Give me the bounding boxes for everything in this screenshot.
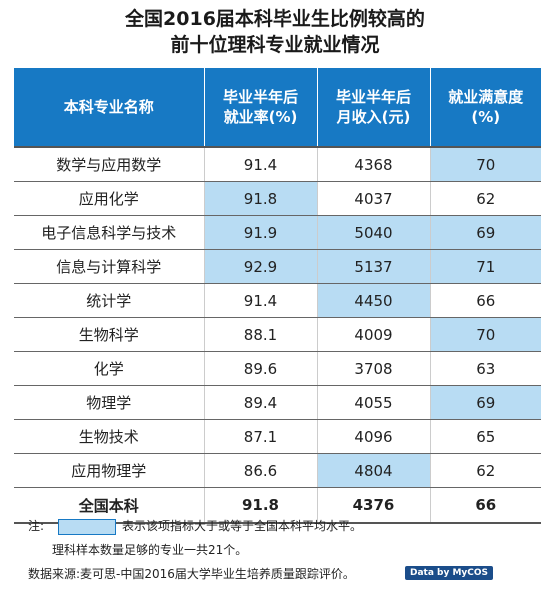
legend-text: 表示该项指标大于或等于全国本科平均水平。 — [122, 519, 363, 533]
cell-employment-rate: 91.4 — [204, 283, 318, 318]
cell-monthly-income: 4368 — [317, 147, 431, 182]
cell-satisfaction: 62 — [430, 181, 541, 216]
table-row: 生物科学 88.1 4009 70 — [14, 317, 541, 352]
total-cell-satisfaction: 66 — [430, 487, 541, 524]
cell-major-name: 应用物理学 — [14, 453, 205, 488]
table-row: 化学 89.6 3708 63 — [14, 351, 541, 386]
cell-monthly-income: 5040 — [317, 215, 431, 250]
header-satisfaction: 就业满意度(%) — [430, 68, 541, 148]
cell-satisfaction: 66 — [430, 283, 541, 318]
cell-major-name: 信息与计算科学 — [14, 249, 205, 284]
header-monthly-income: 毕业半年后 月收入(元) — [317, 68, 431, 148]
cell-satisfaction: 62 — [430, 453, 541, 488]
cell-employment-rate: 86.6 — [204, 453, 318, 488]
chart-title-line1: 全国2016届本科毕业生比例较高的 — [125, 8, 425, 30]
table-row: 数学与应用数学 91.4 4368 70 — [14, 147, 541, 182]
cell-monthly-income: 4037 — [317, 181, 431, 216]
cell-monthly-income: 4055 — [317, 385, 431, 420]
cell-satisfaction: 70 — [430, 317, 541, 352]
cell-satisfaction: 65 — [430, 419, 541, 454]
sample-note: 理科样本数量足够的专业一共21个。 — [52, 543, 248, 557]
cell-monthly-income: 5137 — [317, 249, 431, 284]
cell-employment-rate: 91.4 — [204, 147, 318, 182]
cell-major-name: 电子信息科学与技术 — [14, 215, 205, 250]
cell-major-name: 生物技术 — [14, 419, 205, 454]
source-note: 数据来源:麦可思-中国2016届大学毕业生培养质量跟踪评价。 — [28, 567, 355, 581]
cell-employment-rate: 88.1 — [204, 317, 318, 352]
cell-major-name: 生物科学 — [14, 317, 205, 352]
table-row: 物理学 89.4 4055 69 — [14, 385, 541, 420]
cell-satisfaction: 70 — [430, 147, 541, 182]
data-source-badge: Data by MyCOS — [405, 566, 493, 580]
cell-monthly-income: 4096 — [317, 419, 431, 454]
table-row: 生物技术 87.1 4096 65 — [14, 419, 541, 454]
cell-employment-rate: 92.9 — [204, 249, 318, 284]
cell-satisfaction: 69 — [430, 385, 541, 420]
note-label: 注: — [28, 519, 45, 533]
cell-monthly-income: 4804 — [317, 453, 431, 488]
cell-monthly-income: 4009 — [317, 317, 431, 352]
table-row: 信息与计算科学 92.9 5137 71 — [14, 249, 541, 284]
header-employment-rate: 毕业半年后 就业率(%) — [204, 68, 318, 148]
legend-highlight-swatch — [58, 519, 116, 535]
cell-satisfaction: 71 — [430, 249, 541, 284]
total-cell-income: 4376 — [317, 487, 431, 524]
cell-major-name: 数学与应用数学 — [14, 147, 205, 182]
cell-employment-rate: 87.1 — [204, 419, 318, 454]
table-row-total: 全国本科 91.8 4376 66 — [14, 487, 541, 524]
cell-major-name: 物理学 — [14, 385, 205, 420]
table-body: 数学与应用数学 91.4 4368 70 应用化学 91.8 4037 62 电子信息科学与技术… — [14, 147, 541, 524]
table-header-row: 本科专业名称 毕业半年后 就业率(%) 毕业半年后 月收入(元) 就业满意度(%) — [14, 68, 541, 148]
table-row: 应用化学 91.8 4037 62 — [14, 181, 541, 216]
cell-employment-rate: 91.9 — [204, 215, 318, 250]
total-cell-rate: 91.8 — [204, 487, 318, 524]
cell-monthly-income: 3708 — [317, 351, 431, 386]
data-table: 本科专业名称 毕业半年后 就业率(%) 毕业半年后 月收入(元) 就业满意度(%) … — [14, 68, 541, 524]
chart-title-line2: 前十位理科专业就业情况 — [170, 34, 380, 56]
cell-satisfaction: 69 — [430, 215, 541, 250]
total-cell-name: 全国本科 — [14, 487, 205, 524]
cell-major-name: 应用化学 — [14, 181, 205, 216]
cell-employment-rate: 89.4 — [204, 385, 318, 420]
table-row: 统计学 91.4 4450 66 — [14, 283, 541, 318]
cell-employment-rate: 89.6 — [204, 351, 318, 386]
cell-employment-rate: 91.8 — [204, 181, 318, 216]
cell-major-name: 化学 — [14, 351, 205, 386]
cell-satisfaction: 63 — [430, 351, 541, 386]
header-major-name: 本科专业名称 — [14, 68, 205, 148]
table-row: 应用物理学 86.6 4804 62 — [14, 453, 541, 488]
cell-monthly-income: 4450 — [317, 283, 431, 318]
table-row: 电子信息科学与技术 91.9 5040 69 — [14, 215, 541, 250]
cell-major-name: 统计学 — [14, 283, 205, 318]
